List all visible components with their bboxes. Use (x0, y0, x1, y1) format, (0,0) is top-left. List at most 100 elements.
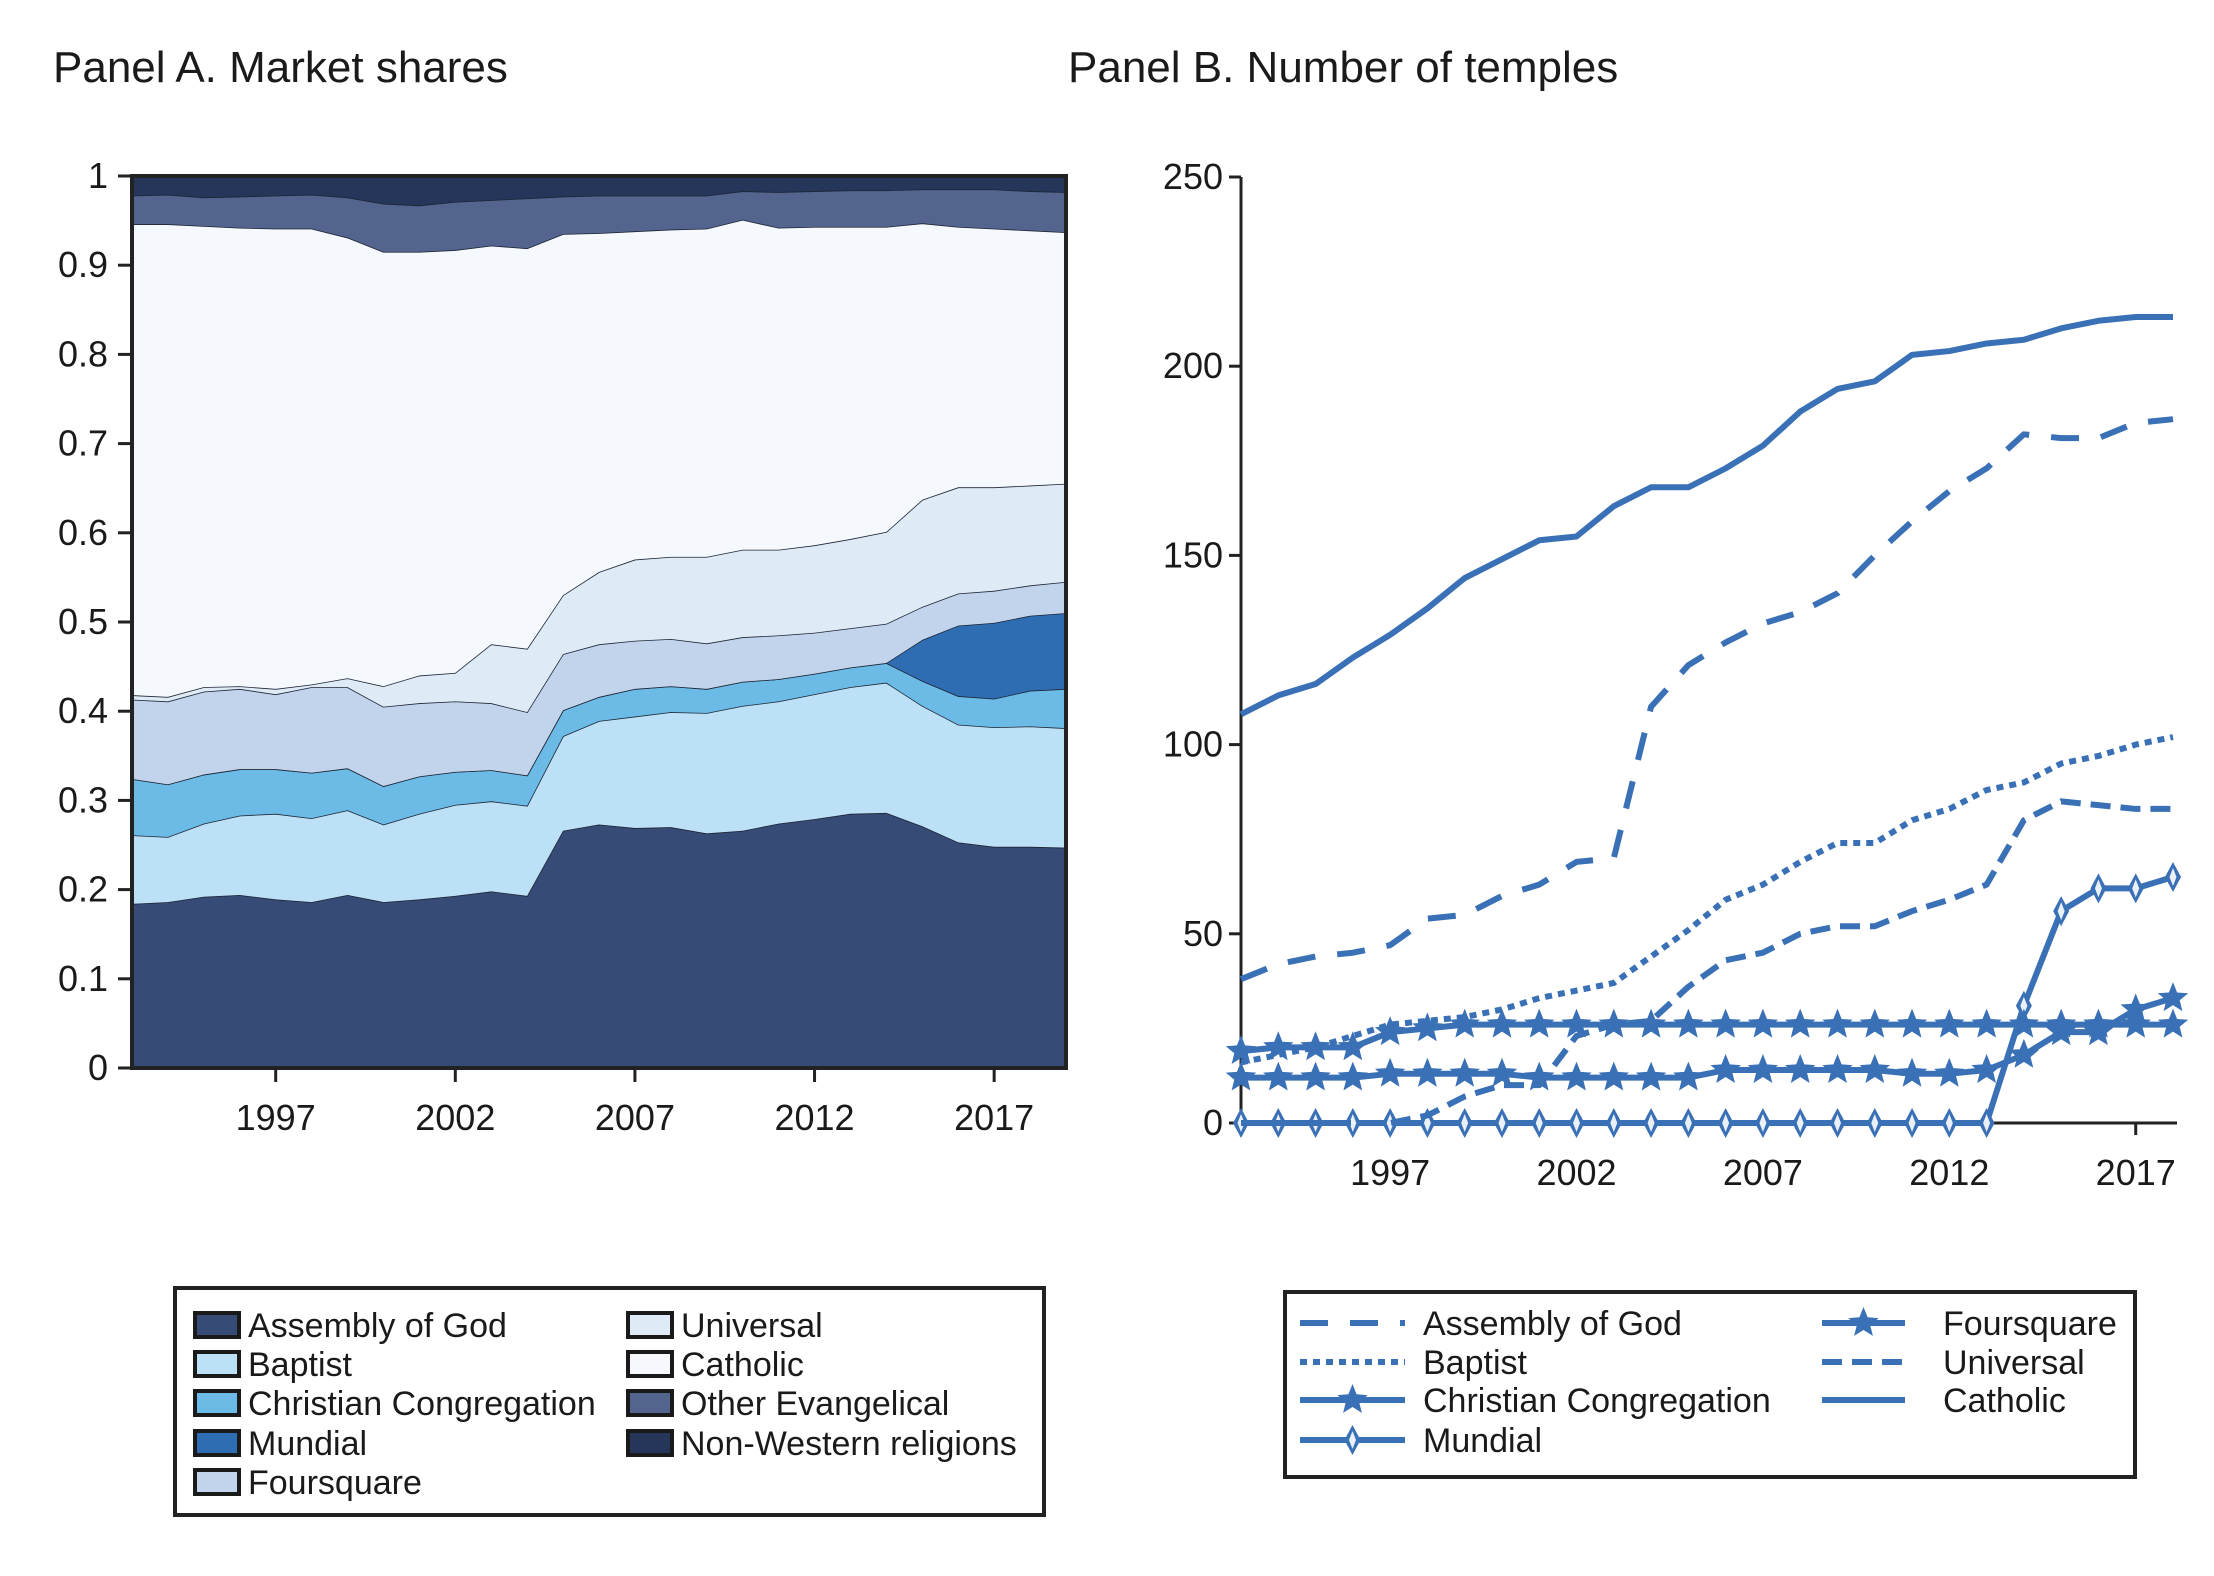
diamond-marker-inner (1684, 1114, 1692, 1132)
area-other-evangelical (132, 189, 1066, 252)
star-marker (1710, 1054, 1741, 1083)
star-marker (2157, 982, 2189, 1012)
star-marker (2157, 1008, 2189, 1038)
y-tick-label: 0.4 (58, 690, 108, 731)
diamond-marker-inner (2020, 996, 2028, 1015)
star-marker (2045, 1008, 2077, 1038)
legend-swatch (193, 1311, 241, 1339)
star-marker (1673, 1008, 1704, 1038)
legend-label: Christian Congregation (248, 1385, 596, 1423)
y-tick-label: 0.6 (58, 512, 108, 553)
star-marker (1263, 1031, 1294, 1061)
star-marker (1971, 1008, 2002, 1038)
legend-label: Catholic (681, 1346, 804, 1384)
legend-label: Christian Congregation (1423, 1382, 1771, 1420)
x-tick-label: 2002 (415, 1097, 495, 1138)
diamond-marker-inner (2169, 868, 2177, 887)
legend-frame (1283, 1290, 2137, 1479)
diamond-marker-inner (1871, 1114, 1879, 1132)
series-line (1241, 798, 2173, 1126)
diamond-marker-inner (1796, 1114, 1804, 1132)
legend-label: Foursquare (248, 1464, 422, 1502)
diamond-marker-inner (2094, 879, 2102, 898)
star-marker (1449, 1008, 1480, 1038)
star-marker (1859, 1054, 1890, 1083)
star-marker (2120, 993, 2151, 1023)
diamond-marker-inner (1908, 1114, 1916, 1132)
y-tick-label: 0.3 (58, 779, 108, 820)
area-universal (132, 483, 1066, 713)
y-tick-label: 0 (1203, 1102, 1223, 1143)
y-tick-label: 0.7 (58, 423, 108, 464)
star-marker (1412, 1012, 1443, 1042)
y-tick-label: 250 (1163, 156, 1223, 197)
star-marker (2008, 1008, 2040, 1038)
diamond-marker-inner (1573, 1114, 1581, 1132)
y-tick-label: 0.9 (58, 244, 108, 285)
x-tick-label: 2007 (595, 1097, 675, 1138)
star-marker (1561, 1008, 1592, 1038)
x-tick-label: 1997 (236, 1097, 316, 1138)
legend-label: Baptist (1423, 1344, 1527, 1382)
y-tick-label: 150 (1163, 534, 1223, 575)
star-marker (1785, 1054, 1816, 1083)
star-marker (1747, 1008, 1779, 1038)
legend-swatch (626, 1311, 674, 1339)
legend-label: Foursquare (1943, 1305, 2117, 1343)
legend-swatch (193, 1389, 241, 1417)
legend-label: Mundial (1423, 1422, 1542, 1460)
star-marker (1859, 1008, 1890, 1038)
diamond-marker-inner (1498, 1114, 1506, 1132)
area-non-western-religions (132, 176, 1066, 206)
legend-label: Other Evangelical (681, 1385, 949, 1423)
star-marker (1486, 1008, 1518, 1038)
star-marker (1785, 1008, 1816, 1038)
diamond-marker-inner (1610, 1114, 1618, 1132)
series-line (1239, 314, 2173, 718)
legend-label: Baptist (248, 1346, 352, 1384)
diamond-marker-inner (1461, 1114, 1469, 1132)
star-marker (1971, 1054, 2002, 1083)
legend-label: Mundial (248, 1425, 367, 1463)
diamond-marker-inner (1647, 1114, 1655, 1132)
series-line (1240, 734, 2174, 1066)
star-marker (2008, 1038, 2040, 1068)
star-marker (1300, 1031, 1331, 1061)
star-marker (1848, 1307, 1879, 1336)
legend-swatch (193, 1350, 241, 1378)
area-baptist (132, 682, 1066, 904)
area-catholic (132, 219, 1066, 697)
legend-label: Assembly of God (248, 1307, 507, 1345)
panel-a-title: Panel A. Market shares (53, 43, 508, 92)
x-tick-label: 1997 (1350, 1152, 1430, 1193)
x-tick-label: 2012 (1909, 1152, 1989, 1193)
series-line (1239, 416, 2174, 982)
star-marker (1374, 1016, 1406, 1046)
y-tick-label: 100 (1163, 724, 1223, 765)
star-marker (1896, 1057, 1928, 1087)
star-marker (1225, 1061, 1257, 1091)
diamond-marker-inner (1349, 1114, 1357, 1132)
series-assembly-of-god (1239, 416, 2174, 982)
star-marker (1896, 1008, 1928, 1038)
star-marker (1561, 1061, 1592, 1091)
star-marker (1263, 1061, 1294, 1091)
star-marker (1747, 1054, 1779, 1083)
star-marker (1524, 1008, 1555, 1038)
star-marker (1934, 1008, 1965, 1038)
star-marker (2120, 1008, 2151, 1038)
legend-swatch (626, 1429, 674, 1457)
star-marker (1337, 1031, 1369, 1061)
y-tick-label: 0 (88, 1047, 108, 1088)
series-universal (1241, 798, 2173, 1126)
star-marker (1337, 1061, 1369, 1091)
diamond-marker-inner (1833, 1114, 1841, 1132)
x-tick-label: 2007 (1723, 1152, 1803, 1193)
star-marker (1300, 1061, 1331, 1091)
diamond-marker-inner (1759, 1114, 1767, 1132)
star-marker (1524, 1061, 1555, 1091)
y-tick-label: 0.5 (58, 601, 108, 642)
series-christian-congregation (1225, 982, 2189, 1091)
panel-a-chart: 0 0.1 0.2 0.3 0.4 0.5 0.6 0.7 0.8 0.9 1 1997 2002 200… (58, 155, 1068, 1138)
y-tick-label: 0.8 (58, 333, 108, 374)
